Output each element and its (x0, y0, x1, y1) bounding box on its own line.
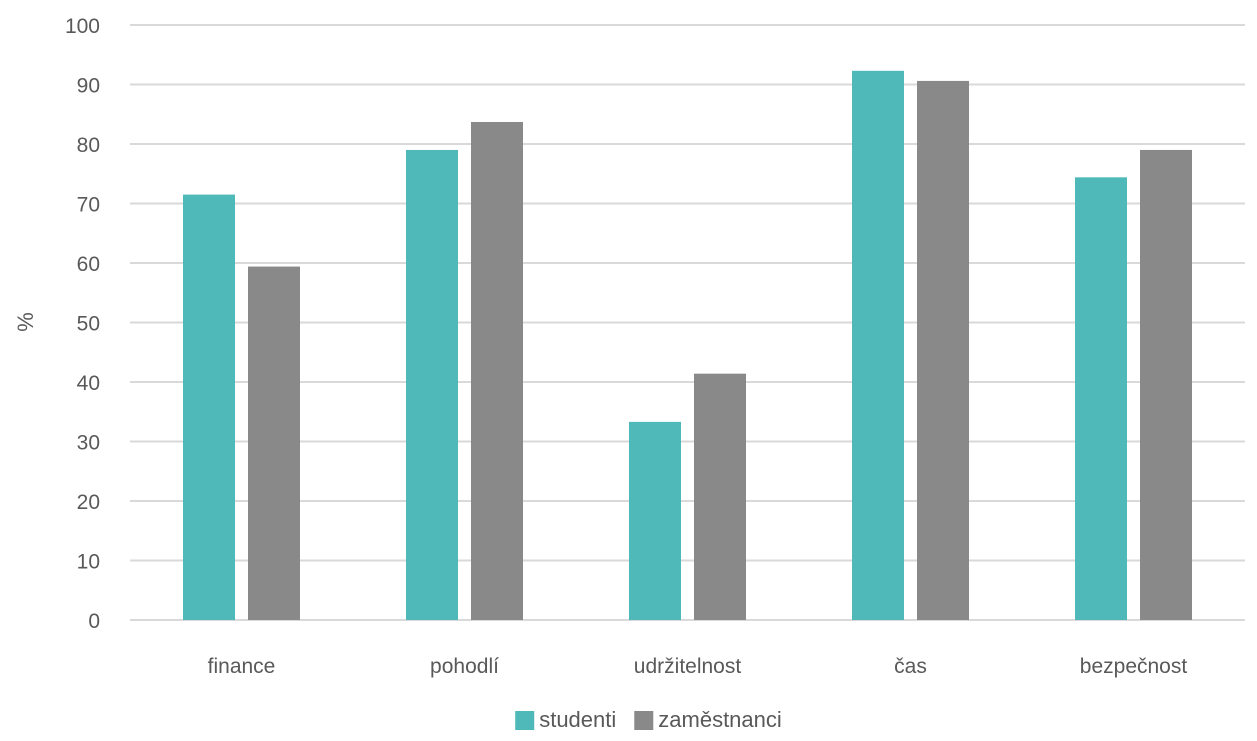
legend-swatch (515, 711, 535, 730)
y-tick-label: 50 (77, 313, 100, 336)
y-tick-label: 30 (77, 432, 100, 455)
legend: studenti zaměstnanci (515, 707, 782, 732)
y-tick-label: 90 (77, 75, 100, 98)
y-tick-label: 70 (77, 194, 100, 217)
y-tick-label: 20 (77, 491, 100, 514)
bar-studenti (406, 149, 458, 620)
legend-label: studenti (539, 707, 616, 732)
y-axis-title: % (13, 312, 38, 332)
y-tick-label: 100 (65, 15, 100, 38)
bar-zamestnanci (471, 121, 523, 621)
legend-swatch (634, 711, 654, 730)
x-tick-label: čas (894, 655, 927, 678)
x-tick-label: udržitelnost (634, 655, 742, 678)
bar-zamestnanci (694, 373, 746, 620)
bar-zamestnanci (917, 80, 969, 621)
y-tick-label: 0 (88, 610, 100, 633)
bar-zamestnanci (248, 266, 300, 620)
bar-studenti (852, 70, 904, 620)
bar-studenti (1075, 177, 1127, 620)
y-axis-tick-labels: 0 10 20 30 40 50 60 70 80 90 100 (65, 15, 100, 633)
bars (183, 70, 1192, 621)
bar-zamestnanci (1140, 149, 1192, 620)
gridlines (130, 24, 1245, 621)
y-tick-label: 60 (77, 253, 100, 276)
legend-label: zaměstnanci (658, 707, 782, 732)
bar-studenti (629, 421, 681, 620)
x-tick-label: finance (208, 655, 276, 678)
x-axis-tick-labels: finance pohodlí udržitelnost čas bezpečnost (208, 655, 1188, 678)
bar-studenti (183, 194, 235, 620)
y-tick-label: 10 (77, 551, 100, 574)
legend-item: zaměstnanci (634, 707, 782, 732)
x-tick-label: bezpečnost (1080, 655, 1188, 678)
y-tick-label: 40 (77, 372, 100, 395)
y-tick-label: 80 (77, 134, 100, 157)
legend-item: studenti (515, 707, 616, 732)
x-tick-label: pohodlí (430, 655, 499, 678)
